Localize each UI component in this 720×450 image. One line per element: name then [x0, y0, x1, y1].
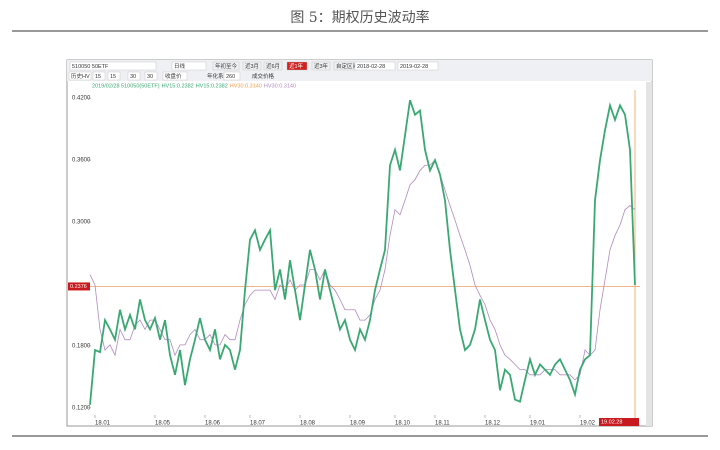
- toolbar-button[interactable]: [212, 61, 240, 71]
- y-tick-label: 0.3600: [72, 158, 91, 164]
- toolbar-input[interactable]: [162, 71, 188, 81]
- toolbar-label[interactable]: 成交价格: [252, 72, 275, 80]
- toolbar-button[interactable]: [69, 61, 157, 71]
- x-tick-label: 18.06: [205, 421, 221, 427]
- toolbar-input[interactable]: [127, 71, 141, 81]
- toolbar-label[interactable]: 30: [130, 74, 136, 80]
- x-tick-label: 18.12: [485, 421, 501, 427]
- toolbar-label[interactable]: 近3年: [314, 62, 329, 70]
- toolbar-label[interactable]: 收盘价: [165, 72, 182, 80]
- toolbar-label[interactable]: 年初至今: [215, 62, 238, 70]
- toolbar-button[interactable]: [311, 61, 331, 71]
- scrollbar: [646, 82, 652, 426]
- toolbar-input[interactable]: [107, 71, 121, 81]
- toolbar-label[interactable]: 历史HV: [71, 72, 90, 80]
- toolbar-button[interactable]: [242, 61, 262, 71]
- toolbar-button[interactable]: [171, 61, 207, 71]
- toolbar-input[interactable]: [68, 71, 92, 81]
- window-frame: [66, 59, 653, 427]
- y-tick-label: 0.1200: [72, 405, 91, 411]
- toolbar-label[interactable]: 近3月: [245, 62, 259, 70]
- info-text: HV30:0.3140: [230, 83, 262, 89]
- toolbar-label[interactable]: 年化系数: [207, 72, 230, 80]
- current-value-box: [68, 282, 90, 291]
- info-text: 2019/02/28 510050(50ETF): [92, 83, 160, 89]
- toolbar-button[interactable]: [263, 61, 283, 71]
- info-text: HV15:0.2382: [162, 83, 194, 89]
- toolbar-input[interactable]: [144, 71, 158, 81]
- toolbar-label[interactable]: 15: [110, 74, 116, 80]
- toolbar-label[interactable]: 2018-02-28: [357, 64, 385, 70]
- current-value-label: 0.2376: [70, 284, 87, 290]
- x-tick-label: 18.05: [155, 421, 171, 427]
- y-tick-label: 0.4200: [72, 96, 91, 102]
- x-tick-label: 18.01: [95, 421, 111, 427]
- x-tick-label: 18.10: [395, 421, 411, 427]
- cursor-label: 19.02.28: [601, 419, 622, 425]
- toolbar-input[interactable]: [223, 71, 241, 81]
- x-tick-label: 19.02: [580, 421, 596, 427]
- x-tick-label: 18.09: [350, 421, 366, 427]
- series-line: [89, 99, 636, 405]
- toolbar-label[interactable]: 510050 50ETF: [72, 64, 109, 70]
- toolbar-label[interactable]: 日线: [174, 62, 186, 70]
- y-tick-label: 0.1800: [72, 343, 91, 349]
- cursor-box: [599, 418, 639, 426]
- toolbar-label[interactable]: 2019-02-28: [400, 64, 428, 70]
- toolbar-button[interactable]: [397, 61, 439, 71]
- series-line: [89, 159, 636, 381]
- toolbar-label[interactable]: 近6月: [266, 62, 280, 70]
- x-tick-label: 18.07: [250, 421, 266, 427]
- info-text: HV15:0.2382: [196, 83, 228, 89]
- toolbar-input[interactable]: [92, 71, 106, 81]
- info-text: HV30:0.3140: [264, 83, 296, 89]
- x-tick-label: 18.11: [435, 421, 450, 427]
- figure-title: 图 5：期权历史波动率: [290, 9, 429, 26]
- toolbar-label[interactable]: 260: [226, 74, 235, 80]
- toolbar-label[interactable]: 近1年: [289, 62, 304, 70]
- toolbar-label[interactable]: 自定区间: [336, 62, 358, 70]
- toolbar-label[interactable]: 30: [147, 74, 153, 80]
- toolbar-button[interactable]: [286, 61, 308, 71]
- toolbar-button[interactable]: [354, 61, 396, 71]
- x-tick-label: 18.08: [300, 421, 316, 427]
- y-tick-label: 0.3000: [72, 220, 91, 226]
- x-tick-label: 19.01: [530, 421, 546, 427]
- toolbar-label[interactable]: 15: [95, 74, 101, 80]
